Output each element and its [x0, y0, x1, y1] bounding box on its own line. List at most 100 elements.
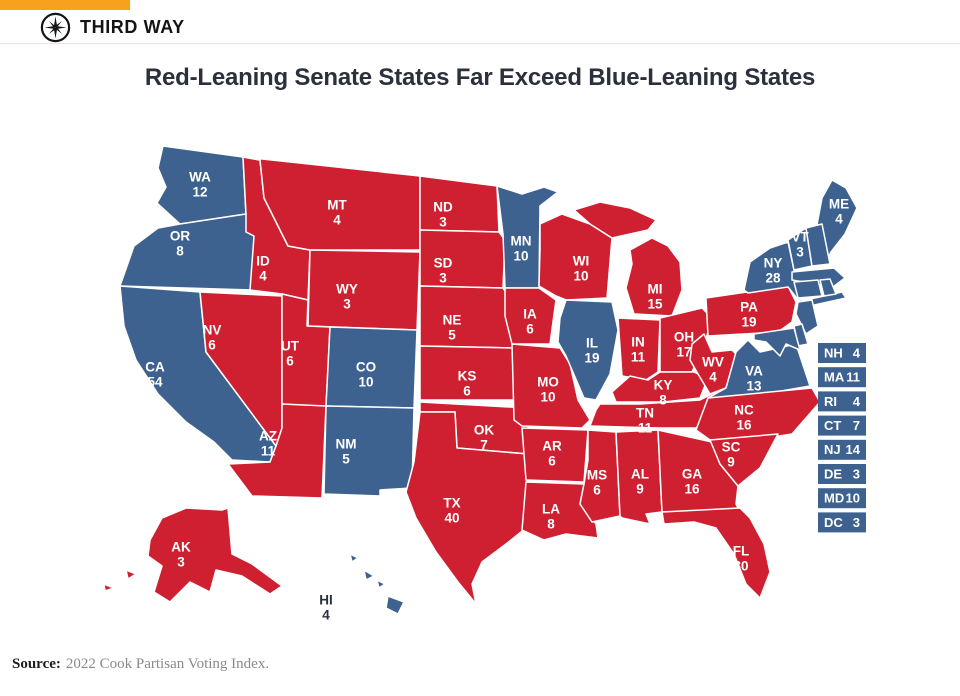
state-label-il: IL [586, 336, 598, 351]
state-label-or: OR [170, 229, 191, 244]
brand-header: THIRD WAY [40, 12, 185, 43]
list-box-nh [818, 343, 866, 363]
state-value-ia: 6 [526, 322, 534, 337]
state-shape-ak [147, 507, 283, 603]
state-shape-or [119, 213, 257, 291]
state-label-vt: VT [791, 230, 809, 245]
state-label-la: LA [542, 502, 560, 517]
state-label-ar: AR [542, 439, 562, 454]
state-value-mn: 10 [513, 249, 528, 264]
state-value-mt: 4 [333, 213, 341, 228]
state-value-tn: 11 [638, 421, 653, 436]
state-shape-nd [419, 175, 500, 233]
state-label-co: CO [356, 360, 376, 375]
state-value-nm: 5 [342, 452, 350, 467]
list-value-de: 3 [853, 466, 860, 481]
state-label-ky: KY [654, 378, 673, 393]
state-value-ms: 6 [593, 483, 601, 498]
state-shape-ia [504, 287, 557, 345]
list-item-nh: NH 4 [818, 343, 866, 363]
state-shape-wi [538, 213, 613, 301]
state-value-la: 8 [547, 517, 555, 532]
list-box-ct [818, 415, 866, 436]
state-value-ne: 5 [448, 328, 456, 343]
state-value-wy: 3 [343, 297, 351, 312]
state-value-az: 11 [261, 444, 276, 459]
state-value-il: 19 [584, 351, 599, 366]
list-abbr-de: DE [824, 466, 842, 481]
state-value-or: 8 [176, 244, 184, 259]
list-value-ri: 4 [853, 394, 861, 409]
list-item-ri: RI 4 [818, 391, 866, 412]
list-box-dc [818, 512, 866, 533]
state-shape-ak [125, 569, 137, 580]
state-shape-ak [103, 583, 115, 592]
state-value-tx: 40 [444, 511, 459, 526]
state-label-nc: NC [734, 403, 754, 418]
state-value-co: 10 [358, 375, 373, 390]
list-value-ma: 11 [846, 370, 860, 385]
state-value-nc: 16 [736, 418, 752, 433]
state-label-tx: TX [443, 496, 460, 511]
state-label-ca: CA [145, 360, 165, 375]
state-label-mi: MI [648, 282, 663, 297]
source-text: 2022 Cook Partisan Voting Index. [65, 656, 270, 672]
list-item-ct: CT 7 [818, 415, 866, 436]
list-value-nj: 14 [846, 442, 861, 457]
state-shape-sc [709, 433, 779, 487]
list-item-ma: MA 11 [818, 367, 866, 388]
header-hairline [0, 43, 960, 44]
list-value-nh: 4 [853, 345, 861, 360]
state-shape-mi [625, 237, 683, 317]
state-label-mt: MT [327, 198, 347, 213]
state-value-al: 9 [636, 482, 644, 497]
state-value-nv: 6 [208, 338, 216, 353]
brand-name: THIRD WAY [80, 17, 185, 37]
state-label-az: AZ [259, 429, 277, 444]
state-label-ms: MS [587, 468, 607, 483]
state-label-ut: UT [281, 339, 300, 354]
state-value-ca: 54 [147, 375, 163, 390]
state-label-wy: WY [336, 282, 358, 297]
state-shape-tx [405, 411, 529, 605]
state-label-ak: AK [171, 540, 191, 555]
chart-title: Red-Leaning Senate States Far Exceed Blu… [144, 64, 816, 91]
compass-star-icon [40, 12, 71, 43]
state-label-sd: SD [434, 256, 453, 271]
list-value-ct: 7 [853, 418, 860, 433]
state-shape-ne [419, 285, 517, 349]
state-shape-hi [385, 595, 405, 615]
state-shape-fl [661, 507, 771, 599]
state-value-ny: 28 [765, 271, 781, 286]
state-value-mo: 10 [540, 390, 555, 405]
list-box-ma [818, 367, 866, 388]
state-value-me: 4 [835, 212, 843, 227]
list-value-dc: 3 [853, 515, 860, 530]
state-value-wa: 12 [192, 185, 207, 200]
state-label-nv: NV [203, 323, 222, 338]
list-box-md [818, 488, 866, 509]
state-value-wv: 4 [709, 370, 717, 385]
state-value-ks: 6 [463, 384, 471, 399]
list-abbr-ct: CT [824, 418, 841, 433]
list-item-md: MD 10 [818, 488, 866, 509]
list-item-nj: NJ 14 [818, 439, 866, 460]
state-shape-il [557, 299, 619, 401]
state-label-me: ME [829, 197, 849, 212]
state-label-fl: FL [733, 544, 750, 559]
state-shape-ri [819, 278, 837, 297]
list-item-de: DE 3 [818, 464, 866, 484]
state-label-wa: WA [189, 170, 211, 185]
state-label-tn: TN [636, 406, 654, 421]
list-abbr-md: MD [824, 491, 844, 506]
state-label-wi: WI [573, 254, 590, 269]
state-shape-mi [573, 201, 657, 239]
source-label: Source: [12, 656, 61, 672]
list-abbr-dc: DC [824, 515, 843, 530]
state-value-sc: 9 [727, 455, 735, 470]
list-box-ri [818, 391, 866, 412]
state-value-va: 13 [746, 379, 762, 394]
list-item-dc: DC 3 [818, 512, 866, 533]
state-label-mn: MN [511, 234, 532, 249]
